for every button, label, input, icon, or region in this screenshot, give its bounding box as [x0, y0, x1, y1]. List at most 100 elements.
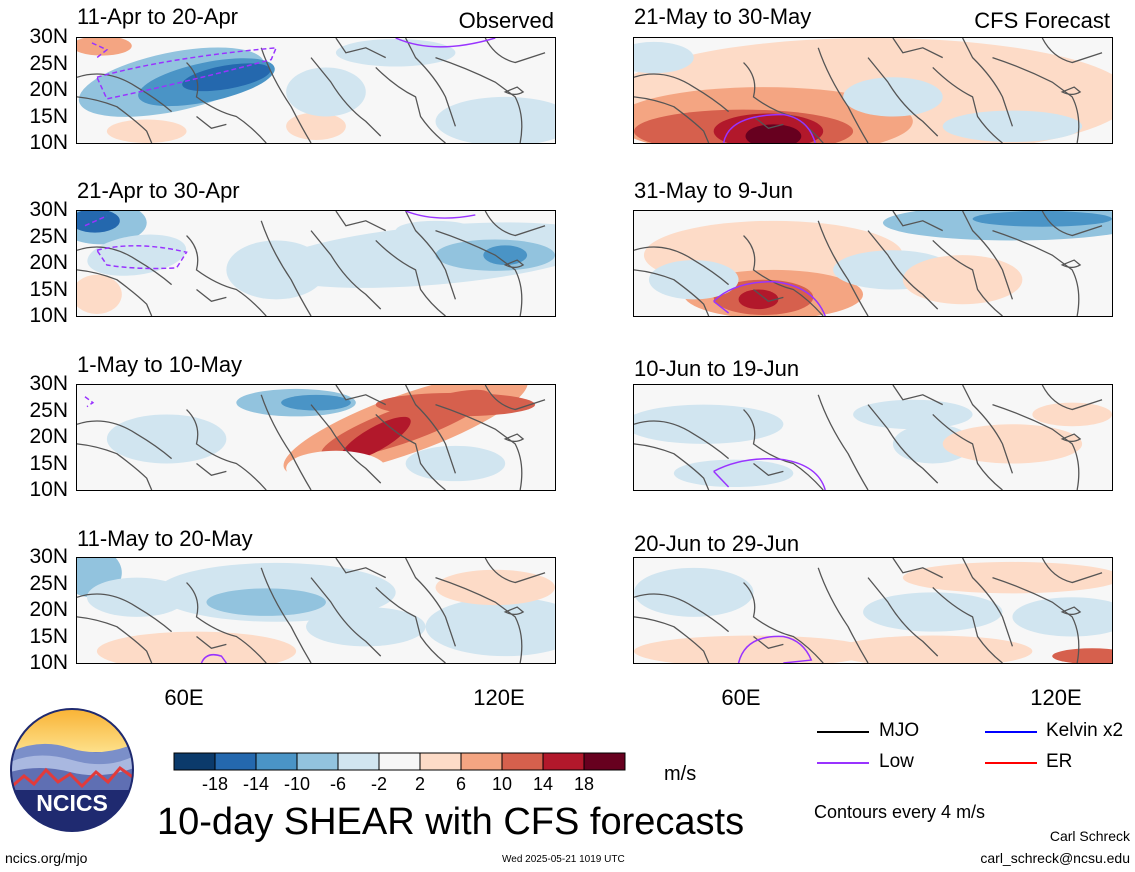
lat-label-30n: 30N — [29, 198, 68, 221]
lat-label-25n: 25N — [29, 224, 68, 248]
low-contour — [713, 470, 730, 488]
shear-shading-region — [738, 289, 779, 310]
coastline — [503, 433, 525, 443]
panel-title-2: 21-Apr to 30-Apr — [77, 178, 240, 203]
shear-shading-region — [942, 424, 1083, 464]
shear-shading-region — [226, 240, 326, 300]
coastline — [503, 259, 525, 269]
coastline — [310, 230, 382, 310]
coastline — [260, 567, 312, 663]
colorbar-swatch-5 — [378, 752, 421, 771]
panel-title-4: 11-May to 20-May — [77, 526, 253, 551]
shear-shading-region — [648, 260, 739, 300]
panel-title-8: 20-Jun to 29-Jun — [634, 531, 800, 556]
lat-label-20n: 20N — [29, 251, 68, 274]
coastline — [1041, 211, 1103, 237]
coastline — [186, 409, 267, 490]
shear-shading-region — [395, 220, 476, 241]
coastline — [817, 567, 869, 663]
map-panel-forecast-2 — [633, 210, 1113, 317]
coastline — [867, 230, 939, 310]
coastline — [992, 404, 1080, 490]
panel-title-6: 31-May to 9-Jun — [634, 178, 793, 203]
coastline — [260, 220, 312, 316]
coastline — [196, 116, 227, 129]
contour-note: Contours every 4 m/s — [814, 802, 986, 822]
low-contour — [713, 280, 826, 316]
panel-tag-observed: Observed — [458, 8, 554, 33]
coastline — [634, 616, 710, 663]
coastline — [892, 385, 943, 406]
footer-email[interactable]: carl_schreck@ncsu.edu — [980, 850, 1130, 866]
coastline — [962, 558, 1014, 647]
legend-line-er — [985, 762, 1037, 764]
coastline — [817, 394, 869, 490]
lat-label-20n: 20N — [29, 78, 68, 101]
colorbar-swatch-2 — [255, 752, 298, 771]
shear-shading-region — [435, 96, 555, 143]
coastline — [196, 289, 227, 302]
coastline — [335, 385, 386, 406]
panel-tag-cfs-forecast: CFS Forecast — [974, 8, 1110, 33]
coastline — [932, 586, 1003, 663]
colorbar-unit: m/s — [664, 763, 697, 785]
shear-shading-region — [1052, 648, 1112, 663]
map-panel-forecast-4 — [633, 557, 1113, 664]
lat-label-10n: 10N — [29, 304, 68, 327]
coastline — [484, 38, 546, 64]
coastline — [962, 38, 1014, 127]
legend-label-kelvin: Kelvin x2 — [1046, 720, 1124, 741]
coastline — [743, 409, 824, 490]
legend-label-er: ER — [1046, 751, 1073, 772]
colorbar-level-label: 18 — [573, 774, 595, 794]
low-contour — [722, 113, 816, 143]
coastline — [310, 57, 382, 137]
shear-shading-region — [1032, 402, 1112, 427]
low-contour — [405, 211, 476, 219]
lat-label-25n: 25N — [29, 51, 68, 75]
lat-label-30n: 30N — [29, 372, 68, 395]
low-contour — [95, 245, 188, 270]
low-contour — [713, 458, 826, 490]
shear-shading-region — [902, 255, 1023, 305]
coastline — [77, 616, 153, 663]
coastline — [186, 582, 267, 663]
shear-shading-region — [902, 561, 1112, 594]
colorbar-level-label: -6 — [329, 774, 346, 794]
map-panel-observed-1 — [76, 37, 556, 144]
coastline — [405, 211, 457, 300]
coastline — [77, 443, 153, 490]
map-panel-forecast-1 — [633, 37, 1113, 144]
coastline — [260, 47, 312, 143]
legend-label-low: Low — [879, 751, 914, 772]
coastline — [817, 47, 869, 143]
coastline — [1041, 558, 1103, 584]
colorbar-swatch-7 — [460, 752, 503, 771]
coastline — [634, 96, 710, 143]
coastline — [77, 96, 153, 143]
colorbar-level-label: -18 — [201, 774, 228, 794]
lon-label-120e-right: 120E — [1030, 685, 1082, 710]
coastline — [932, 239, 1003, 316]
map-panel-forecast-3 — [633, 384, 1113, 491]
footer-author: Carl Schreck — [1049, 828, 1130, 844]
coastline — [435, 57, 523, 143]
ncics-logo: NCICS — [10, 708, 134, 832]
low-contour — [713, 300, 730, 314]
coastline — [1060, 606, 1082, 616]
footer-url[interactable]: ncics.org/mjo — [5, 850, 88, 866]
coastline — [260, 394, 312, 490]
lat-label-30n: 30N — [29, 25, 68, 48]
coastline — [375, 66, 446, 143]
lat-label-20n: 20N — [29, 598, 68, 621]
coastline — [375, 239, 446, 316]
coastline — [375, 586, 446, 663]
lat-label-15n: 15N — [29, 277, 68, 301]
coastline — [77, 73, 173, 113]
coastline — [335, 211, 386, 232]
lat-label-20n: 20N — [29, 425, 68, 448]
panel-title-7: 10-Jun to 19-Jun — [634, 356, 800, 381]
legend-line-low — [817, 762, 869, 764]
colorbar-level-label: -14 — [242, 774, 269, 794]
coastline — [405, 38, 457, 127]
